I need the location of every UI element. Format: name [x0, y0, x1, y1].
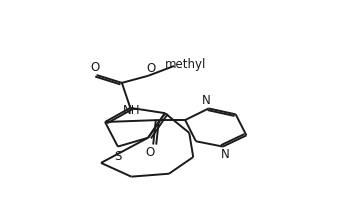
Text: O: O: [146, 146, 155, 159]
Text: N: N: [202, 94, 210, 107]
Text: S: S: [114, 149, 122, 163]
Text: methyl: methyl: [165, 58, 207, 71]
Text: O: O: [146, 62, 155, 75]
Text: NH: NH: [123, 104, 141, 117]
Text: O: O: [90, 61, 100, 74]
Text: N: N: [221, 148, 230, 161]
